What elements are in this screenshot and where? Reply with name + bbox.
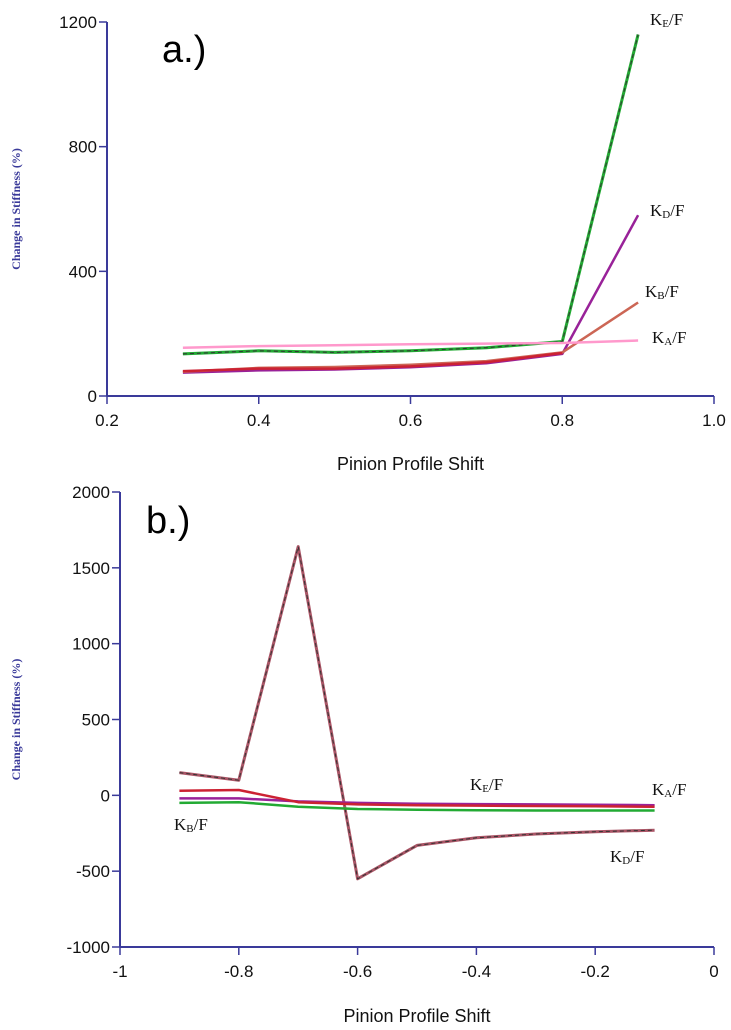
x-axis-label: Pinion Profile Shift (343, 1006, 490, 1026)
series-label: KB/F (645, 282, 679, 302)
series-label: KE/F (650, 10, 683, 30)
series-label: KD/F (650, 201, 684, 221)
series-label: KA/F (652, 780, 686, 800)
y-tick-label: 0 (101, 786, 110, 805)
x-tick-label: -0.8 (224, 962, 253, 981)
series-line (182, 214, 640, 374)
series-label: KB/F (174, 815, 208, 835)
series-line (179, 800, 655, 812)
chart-panel-a: 0 400 800 1200 0.2 0.4 0.6 0.8 1.0 Pinion Profile… (9, 10, 726, 474)
y-tick-label: 1200 (59, 13, 97, 32)
y-tick-label: 500 (82, 711, 110, 730)
y-tick-label: -500 (76, 862, 110, 881)
y-axis-label: Change in Stiffness (%) (9, 148, 23, 270)
y-tick-label: 400 (69, 262, 97, 281)
x-tick-label: 0 (709, 962, 718, 981)
series-label: KE/F (470, 775, 503, 795)
series-label: KA/F (652, 328, 686, 348)
y-tick-label: 0 (88, 387, 97, 406)
x-tick-label: 1.0 (702, 411, 726, 430)
series-line (179, 545, 655, 881)
x-tick-label: -0.2 (581, 962, 610, 981)
x-tick-label: -1 (112, 962, 127, 981)
y-tick-label: -1000 (67, 938, 110, 957)
x-tick-label: -0.6 (343, 962, 372, 981)
y-tick-label: 2000 (72, 483, 110, 502)
chart-panel-b: -1000 -500 0 500 1000 1500 2000 -1 -0.8 -0.6 -0.4 -… (9, 483, 719, 1026)
x-tick-label: -0.4 (462, 962, 491, 981)
series-line (179, 788, 655, 808)
panel-label: a.) (162, 29, 206, 71)
x-tick-label: 0.4 (247, 411, 271, 430)
x-tick-label: 0.2 (95, 411, 119, 430)
y-axis-label: Change in Stiffness (%) (9, 659, 23, 781)
series-line (182, 339, 639, 349)
y-tick-label: 800 (69, 138, 97, 157)
y-tick-label: 1000 (72, 635, 110, 654)
series-line-dash (179, 546, 655, 880)
y-tick-label: 1500 (72, 559, 110, 578)
series-line (182, 34, 640, 356)
panel-label: b.) (146, 500, 190, 542)
series-line (182, 351, 563, 373)
series-label: KD/F (610, 847, 644, 867)
series-line (179, 797, 655, 807)
series-line-dash (182, 34, 639, 355)
x-tick-label: 0.8 (550, 411, 574, 430)
x-tick-label: 0.6 (399, 411, 423, 430)
x-axis-label: Pinion Profile Shift (337, 454, 484, 474)
